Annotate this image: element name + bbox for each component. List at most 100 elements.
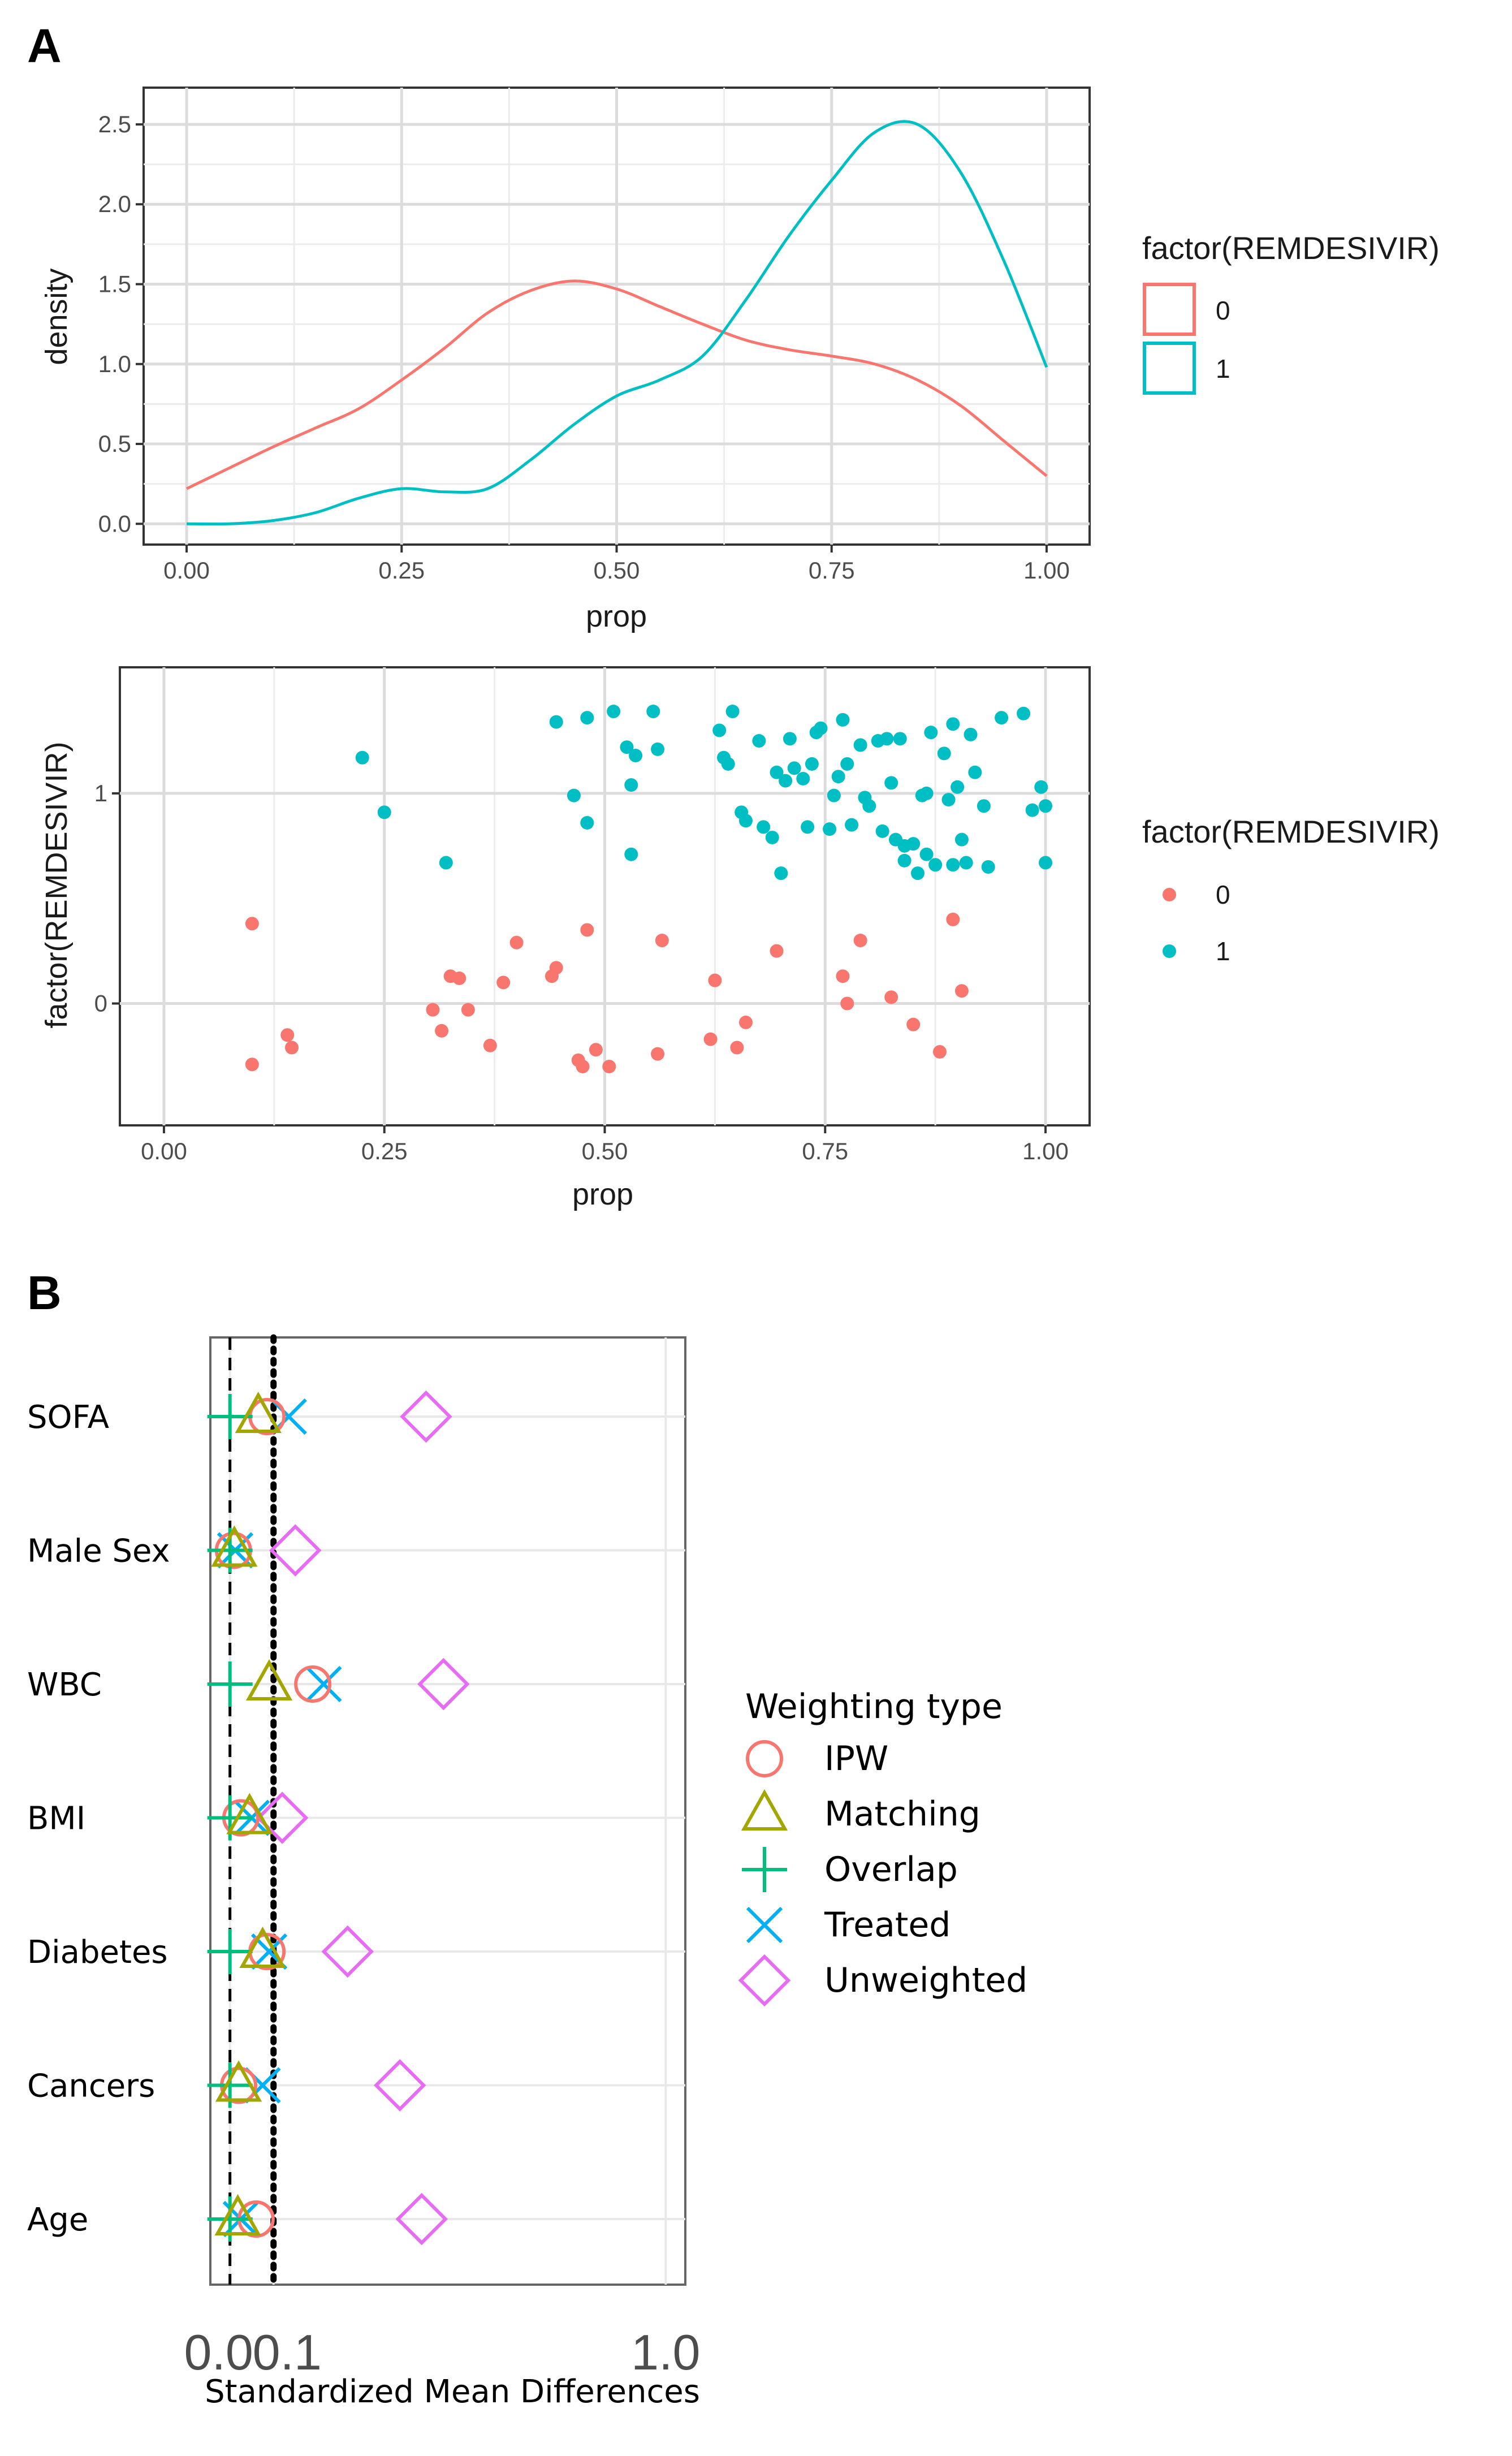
jitter-point-0 [496,976,511,990]
jitter-point-1 [646,705,660,719]
jitter-point-1 [910,866,925,880]
density-y-tick-label: 2.5 [98,111,131,137]
love-point-matching [215,2060,262,2102]
density-x-tick-label: 0.75 [809,557,855,584]
love-point-unweighted [269,1524,322,1577]
jitter-point-1 [919,786,934,800]
jitter-point-1 [651,742,665,756]
density-y-axis-title: density [40,268,74,365]
jitter-point-1 [814,721,828,735]
love-category-label: Cancers [27,2068,155,2105]
love-point-unweighted [321,1925,374,1978]
jitter-point-1 [796,771,810,785]
jitter-point-1 [377,805,391,819]
jitter-y-tick-label: 1 [94,780,107,806]
density-y-tick-label: 1.0 [98,351,131,377]
jitter-point-0 [730,1041,744,1055]
jitter-point-1 [721,757,735,771]
jitter-point-1 [937,746,951,761]
jitter-point-1 [624,847,638,861]
jitter-point-1 [928,858,943,872]
jitter-point-0 [906,1017,921,1031]
jitter-point-1 [941,793,956,807]
jitter-point-1 [355,750,369,765]
density-y-tick-label: 0.0 [98,510,131,537]
love-point-matching [245,1659,293,1700]
jitter-x-tick-label: 0.50 [582,1138,628,1164]
density-y-tick-label: 2.0 [98,191,131,217]
jitter-point-1 [981,860,995,874]
jitter-point-1 [725,705,740,719]
jitter-point-1 [1039,856,1053,870]
love-legend-key-overlap [742,1847,787,1892]
love-x-axis-title: Standardized Mean Differences [205,2373,700,2410]
jitter-y-tick-label: 0 [94,990,107,1016]
love-x-tick-label: 0.1 [253,2324,322,2380]
jitter-point-1 [1039,799,1053,813]
density-legend-key-0 [1143,283,1196,336]
jitter-y-axis-title: factor(REMDESIVIR) [40,741,74,1028]
jitter-legend-label-1: 1 [1216,936,1230,966]
love-point-ipw [294,1665,332,1703]
love-category-label: BMI [27,1801,85,1837]
panel-b-letter: B [27,1266,62,1319]
jitter-point-0 [954,984,969,998]
love-legend: Weighting type IPW Matching Overlap Treated… [738,1687,1027,2007]
jitter-point-1 [549,715,563,729]
jitter-point-1 [862,799,876,813]
jitter-point-1 [801,820,815,834]
jitter-point-1 [827,788,841,802]
jitter-point-1 [805,757,819,771]
jitter-legend: factor(REMDESIVIR) 0 1 [1142,814,1440,966]
density-x-axis-title: prop [586,599,647,633]
love-legend-key-matching [741,1789,788,1831]
density-y-tick-label: 1.5 [98,270,131,297]
jitter-point-0 [452,971,466,985]
jitter-point-1 [946,717,960,731]
love-point-unweighted [256,1792,309,1844]
jitter-point-0 [589,1043,603,1057]
jitter-point-0 [509,935,524,949]
love-category-label: Age [27,2202,88,2238]
jitter-point-0 [285,1041,299,1055]
jitter-point-1 [995,711,1009,725]
jitter-x-axis-title: prop [572,1177,633,1211]
jitter-point-1 [977,799,991,813]
love-point-unweighted [395,2192,448,2246]
jitter-point-1 [951,780,965,794]
jitter-point-1 [607,705,621,719]
jitter-point-1 [845,818,859,832]
jitter-point-0 [770,944,784,958]
jitter-point-1 [964,727,978,741]
jitter-point-1 [897,853,911,867]
jitter-point-0 [576,1059,590,1073]
love-point-matching [235,1391,282,1433]
love-legend-label: Overlap [824,1850,958,1889]
love-legend-label: Treated [824,1905,951,1945]
love-category-label: Diabetes [27,1934,168,1971]
jitter-point-1 [765,830,779,844]
jitter-point-1 [919,847,934,861]
jitter-point-1 [629,749,643,763]
density-line-0 [185,279,1048,490]
love-point-treated [305,1665,342,1703]
love-legend-key-unweighted [738,1954,791,2007]
jitter-point-1 [959,856,973,870]
density-x-tick-label: 0.25 [378,557,425,584]
jitter-legend-key-1 [1163,944,1176,958]
density-x-tick-label: 0.00 [163,557,210,584]
jitter-point-0 [703,1032,718,1046]
love-category-label: SOFA [27,1399,109,1436]
jitter-legend-title: factor(REMDESIVIR) [1142,814,1440,849]
panel-a-letter: A [27,19,62,72]
love-point-matching [214,2194,261,2235]
jitter-point-1 [580,815,594,830]
jitter-point-1 [853,738,867,752]
love-category-label: WBC [27,1667,102,1703]
jitter-point-0 [580,923,594,937]
jitter-point-1 [757,820,771,834]
jitter-x-tick-label: 1.00 [1022,1138,1069,1164]
jitter-point-0 [853,934,867,948]
jitter-point-1 [823,822,837,836]
